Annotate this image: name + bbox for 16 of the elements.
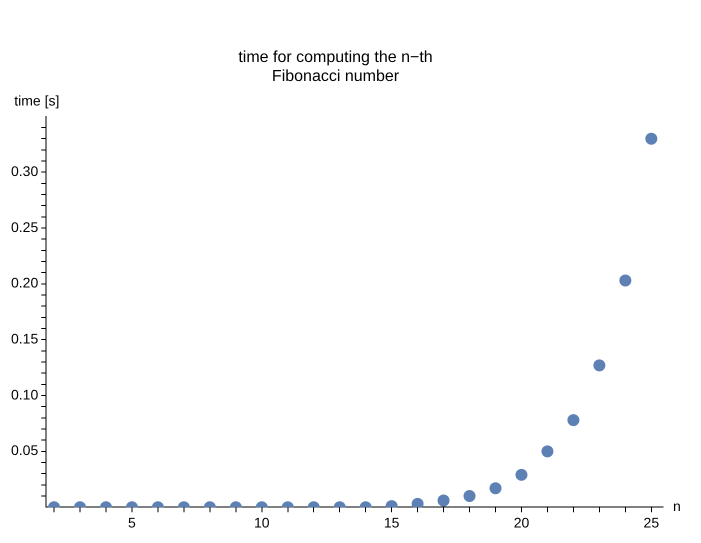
y-tick-label: 0.05 xyxy=(11,442,38,458)
chart-title: time for computing the n−th Fibonacci number xyxy=(238,49,433,86)
x-axis-title: n xyxy=(673,498,681,514)
y-tick-label: 0.30 xyxy=(11,163,38,180)
y-tick-label: 0.15 xyxy=(11,330,38,347)
x-tick-label: 20 xyxy=(514,514,530,530)
y-axis-title: time [s] xyxy=(14,92,60,108)
y-tick-label: 0.25 xyxy=(11,218,38,235)
x-tick-label: 10 xyxy=(254,514,270,530)
y-tick-label: 0.10 xyxy=(11,386,38,402)
x-tick-label: 5 xyxy=(128,514,136,530)
point xyxy=(619,274,632,287)
x-tick-label: 25 xyxy=(644,514,660,530)
y-tick-label: 0.20 xyxy=(11,274,38,291)
point xyxy=(593,359,606,372)
x-tick-label: 15 xyxy=(384,514,400,530)
